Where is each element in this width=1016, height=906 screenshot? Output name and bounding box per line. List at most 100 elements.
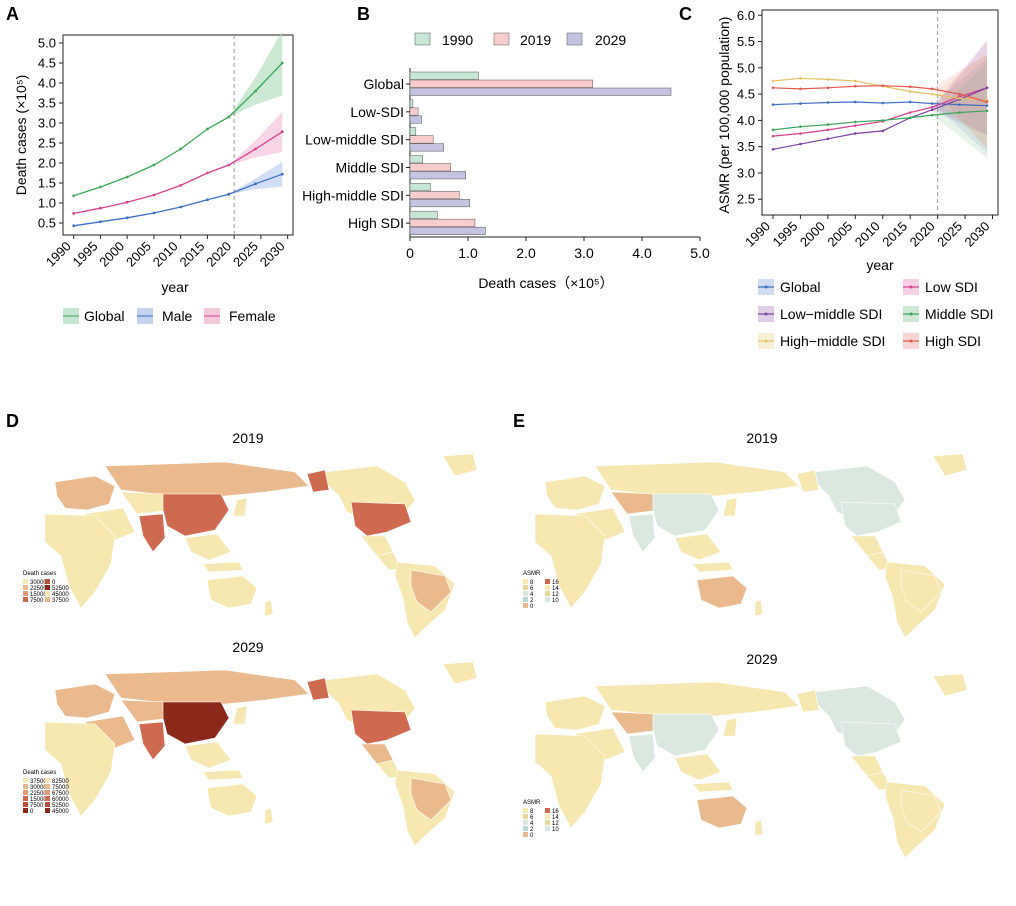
map-legend-value: 37500 — [30, 779, 47, 785]
panel-letter-c: C — [679, 4, 692, 24]
map-legend-value: 10 — [552, 827, 559, 833]
map-legend-value: 2 — [530, 827, 534, 833]
map-region-brazil — [900, 789, 942, 833]
map-region-alaska — [796, 689, 820, 713]
chart-a-ytick-label: 0.5 — [38, 216, 56, 231]
map-legend-value: 52500 — [52, 803, 69, 809]
chart-b-category-label: Global — [364, 76, 404, 92]
legend-item-male: Male — [137, 308, 193, 324]
chart-a-point-global — [179, 147, 183, 151]
map-region-southeast-asia — [674, 753, 722, 781]
map-d1-title: 2019 — [232, 430, 263, 446]
map-legend-value: 16 — [552, 580, 559, 586]
map-legend-value: 14 — [552, 815, 559, 821]
map-legend-swatch — [545, 585, 550, 590]
map-legend-swatch — [523, 585, 528, 590]
chart-c-xtick-label: 1995 — [769, 219, 800, 250]
map-legend-swatch — [23, 790, 28, 795]
legend-label-high-middle-sdi: High−middle SDI — [780, 333, 885, 349]
map-legend-swatch — [545, 808, 550, 813]
chart-a-ytick-label: 4.5 — [38, 56, 56, 71]
map-region-australia — [206, 575, 258, 609]
map-region-india — [138, 513, 166, 553]
map-region-australia — [696, 575, 748, 609]
map-region-india — [628, 513, 656, 553]
legend-item-middle-sdi: Middle SDI — [903, 306, 993, 322]
map-legend-swatch — [45, 591, 50, 596]
chart-b-bar-middle-sdi-1990 — [409, 155, 424, 164]
legend-item-2019: 2019 — [493, 32, 551, 48]
map-region-russia — [594, 681, 800, 717]
map-region-australia — [696, 795, 748, 829]
map-legend-swatch — [45, 784, 50, 789]
legend-label-low-sdi: Low SDI — [925, 279, 978, 295]
map-legend-swatch — [23, 591, 28, 596]
chart-c-point-low-middle-sdi — [930, 108, 934, 112]
map-region-brazil — [410, 569, 452, 613]
map-region-greenland — [442, 453, 478, 477]
map-legend-swatch — [545, 591, 550, 596]
chart-a: Death cases (×10⁵) year 1990199520002005… — [13, 30, 294, 324]
map-e2 — [534, 673, 968, 859]
map-region-china — [652, 713, 720, 757]
panel-letter-e: E — [513, 411, 525, 431]
map-legend-swatch — [523, 826, 528, 831]
map-d2-title: 2029 — [232, 639, 263, 655]
chart-b-bar-low-sdi-2029 — [409, 115, 422, 124]
chart-c-ytick-label: 4.0 — [737, 113, 755, 128]
map-legend-swatch — [523, 808, 528, 813]
chart-a-line-female — [73, 131, 283, 215]
map-region-africa — [534, 513, 606, 609]
map-region-indonesia — [692, 561, 734, 573]
map-region-africa — [44, 721, 116, 817]
map-region-europe — [54, 683, 116, 719]
chart-b-bar-middle-sdi-2019 — [409, 163, 451, 172]
map-panel-d: 2019 Death cases300002250015000750005250… — [23, 430, 478, 847]
map-legend-title: Death cases — [23, 770, 56, 776]
map-legend-swatch — [23, 802, 28, 807]
map-legend-value: 67500 — [52, 791, 69, 797]
map-region-europe — [54, 475, 116, 511]
chart-b-bar-middle-sdi-2029 — [409, 171, 466, 180]
map-region-southeast-asia — [674, 533, 722, 561]
map-legend-value: 45000 — [52, 809, 69, 815]
chart-c-point-middle-sdi — [799, 125, 802, 128]
chart-b-legend: 1990 2019 2029 — [414, 32, 626, 48]
map-legend-swatch — [523, 814, 528, 819]
legend-point-global — [764, 285, 768, 289]
chart-a-point-global — [125, 175, 129, 179]
map-legend-swatch — [23, 778, 28, 783]
map-legend-value: 8 — [530, 809, 534, 815]
map-region-usa — [350, 501, 412, 537]
chart-c-point-low-middle-sdi — [854, 132, 857, 135]
map-legend-value: 14 — [552, 586, 559, 592]
chart-c-point-middle-sdi — [771, 128, 775, 132]
chart-a-xtick-label: 2025 — [230, 239, 261, 270]
chart-a-point-female — [152, 193, 156, 197]
map-region-alaska — [306, 677, 330, 701]
chart-c-point-middle-sdi — [908, 116, 912, 120]
map-region-alaska — [306, 469, 330, 493]
chart-a-point-female — [179, 184, 183, 187]
chart-a-point-global — [206, 127, 209, 131]
legend-label-2019: 2019 — [520, 32, 551, 48]
map-legend-swatch — [23, 579, 28, 584]
chart-c-ytick-label: 5.0 — [737, 60, 755, 75]
chart-a-legend: Global Male Female — [63, 308, 276, 324]
chart-c-point-low-sdi — [930, 105, 934, 109]
chart-b: Global Low-SDI Low-middle SDI Middle SDI Hig… — [302, 32, 710, 291]
legend-swatch-2029 — [566, 32, 583, 46]
map-region-australia — [206, 783, 258, 817]
map-region-greenland — [932, 673, 968, 697]
map-d1 — [44, 453, 478, 639]
map-legend-value: 15000 — [30, 592, 47, 598]
chart-b-bar-low-middle-sdi-2019 — [409, 135, 434, 144]
map-legend-value: 7500 — [30, 598, 44, 604]
map-region-africa — [44, 513, 116, 609]
chart-a-point-global — [72, 194, 76, 198]
chart-c-point-middle-sdi — [826, 123, 830, 126]
chart-b-xtick-label: 1.0 — [458, 245, 478, 261]
chart-a-point-male — [280, 172, 284, 176]
chart-c-xtick-label: 2015 — [879, 219, 910, 250]
chart-a-point-male — [227, 192, 231, 196]
